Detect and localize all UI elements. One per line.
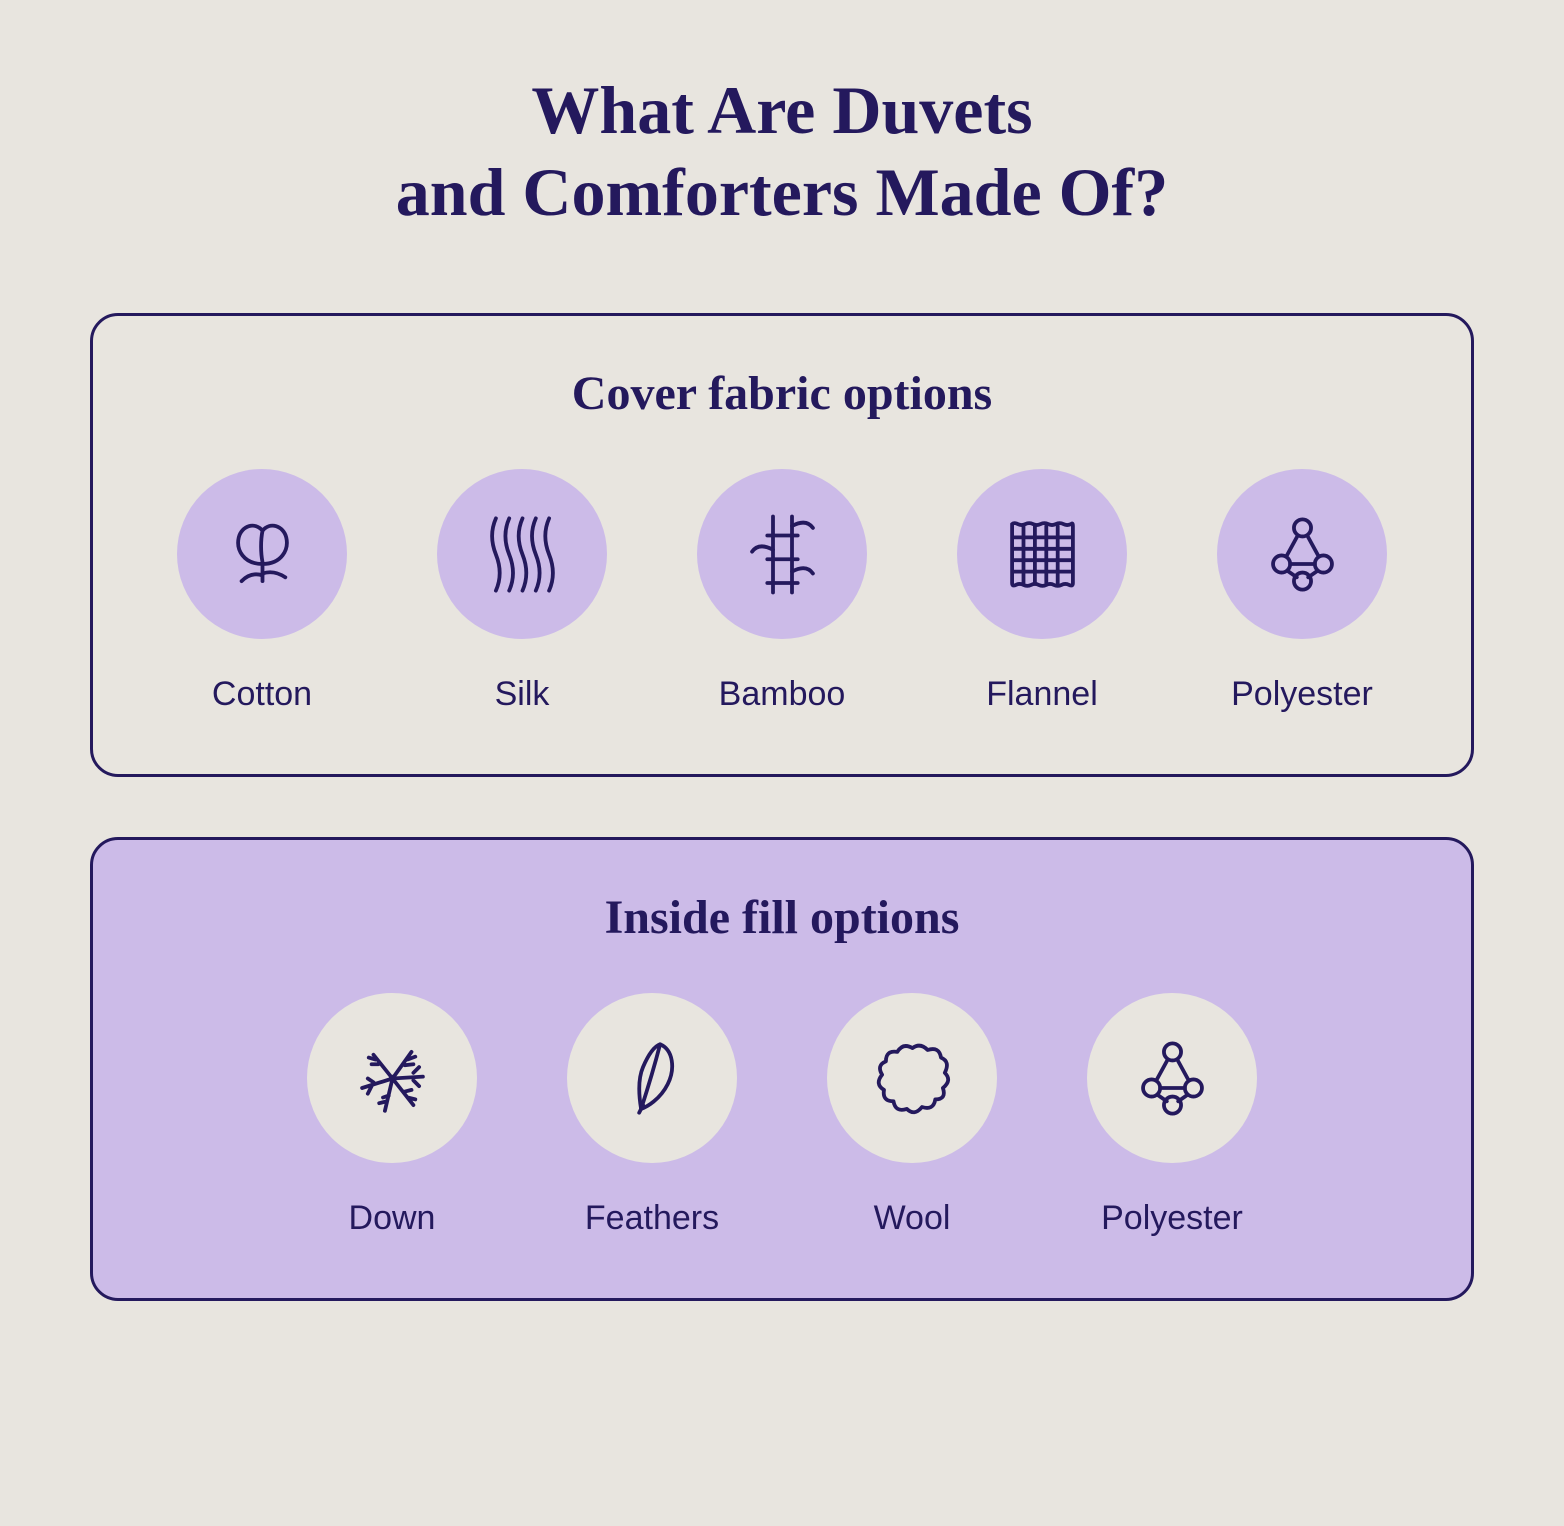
polyester-fill-label: Polyester (1101, 1199, 1243, 1238)
silk-circle (437, 469, 607, 639)
polyester-circle (1217, 469, 1387, 639)
wool-label: Wool (874, 1199, 951, 1238)
cover-items-row: Cotton Silk (153, 469, 1411, 714)
cover-item-bamboo: Bamboo (687, 469, 877, 714)
polyester-label: Polyester (1231, 675, 1373, 714)
silk-label: Silk (495, 675, 550, 714)
down-icon (345, 1031, 440, 1126)
title-line-1: What Are Duvets (531, 72, 1032, 148)
fill-item-down: Down (297, 993, 487, 1238)
polyester-icon (1255, 507, 1350, 602)
feathers-label: Feathers (585, 1199, 719, 1238)
title-line-2: and Comforters Made Of? (396, 154, 1168, 230)
fill-panel-title: Inside fill options (153, 890, 1411, 945)
cover-item-silk: Silk (427, 469, 617, 714)
down-circle (307, 993, 477, 1163)
fill-item-wool: Wool (817, 993, 1007, 1238)
flannel-icon (995, 507, 1090, 602)
inside-fill-panel: Inside fill options Down (90, 837, 1474, 1301)
cover-item-polyester: Polyester (1207, 469, 1397, 714)
bamboo-circle (697, 469, 867, 639)
wool-circle (827, 993, 997, 1163)
polyester-fill-circle (1087, 993, 1257, 1163)
bamboo-label: Bamboo (719, 675, 846, 714)
feathers-circle (567, 993, 737, 1163)
feathers-icon (605, 1031, 700, 1126)
polyester-icon (1125, 1031, 1220, 1126)
page-title: What Are Duvets and Comforters Made Of? (90, 70, 1474, 233)
down-label: Down (349, 1199, 436, 1238)
flannel-circle (957, 469, 1127, 639)
cover-panel-title: Cover fabric options (153, 366, 1411, 421)
silk-icon (475, 507, 570, 602)
fill-items-row: Down Feathers Wool (153, 993, 1411, 1238)
cover-fabric-panel: Cover fabric options Cotton (90, 313, 1474, 777)
bamboo-icon (735, 507, 830, 602)
cover-item-flannel: Flannel (947, 469, 1137, 714)
wool-icon (865, 1031, 960, 1126)
cover-item-cotton: Cotton (167, 469, 357, 714)
cotton-label: Cotton (212, 675, 312, 714)
cotton-icon (215, 507, 310, 602)
fill-item-polyester: Polyester (1077, 993, 1267, 1238)
fill-item-feathers: Feathers (557, 993, 747, 1238)
flannel-label: Flannel (986, 675, 1098, 714)
cotton-circle (177, 469, 347, 639)
